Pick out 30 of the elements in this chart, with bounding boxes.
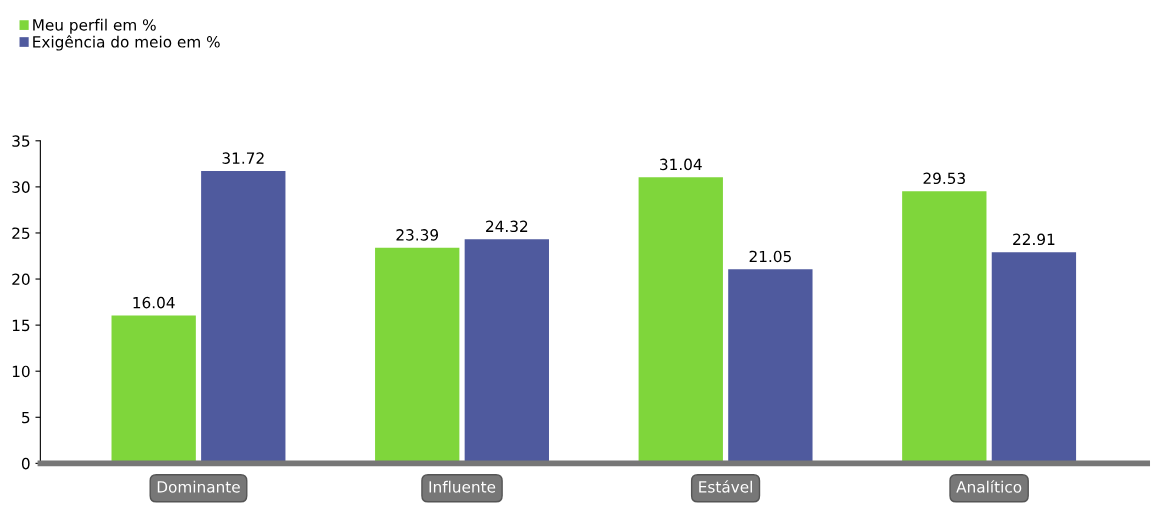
data-label: 21.05 — [749, 250, 791, 263]
data-label: 16.04 — [133, 296, 175, 309]
bar — [375, 247, 460, 464]
data-label: 23.39 — [396, 229, 439, 241]
y-tick-label: 25 — [12, 227, 30, 239]
legend-label: Meu perfil em % — [33, 18, 156, 34]
y-tick-label: 10 — [12, 365, 30, 378]
bar — [464, 239, 549, 464]
bar — [728, 269, 813, 464]
x-tick-label: Estável — [699, 480, 752, 493]
x-tick-label: Dominante — [157, 480, 240, 493]
data-label: 24.32 — [486, 220, 528, 233]
bar — [991, 252, 1077, 464]
y-tick-label: 0 — [21, 457, 30, 470]
y-tick-label: 15 — [12, 319, 30, 332]
data-label: 29.53 — [923, 172, 965, 185]
y-tick-label: 35 — [12, 135, 30, 147]
x-tick-label: Analítico — [956, 480, 1022, 493]
y-tick-label: 5 — [22, 411, 30, 424]
data-label: 31.72 — [222, 152, 264, 164]
bar — [902, 191, 987, 464]
y-tick-label: 20 — [12, 273, 30, 286]
y-tick-label: 30 — [12, 181, 30, 193]
data-label: 22.91 — [1013, 233, 1055, 246]
legend-label: Exigência do meio em % — [33, 35, 220, 51]
x-tick-label: Influente — [429, 480, 496, 493]
bar — [111, 315, 196, 464]
data-label: 31.04 — [660, 158, 702, 171]
bar — [201, 171, 286, 464]
bar — [638, 177, 723, 464]
